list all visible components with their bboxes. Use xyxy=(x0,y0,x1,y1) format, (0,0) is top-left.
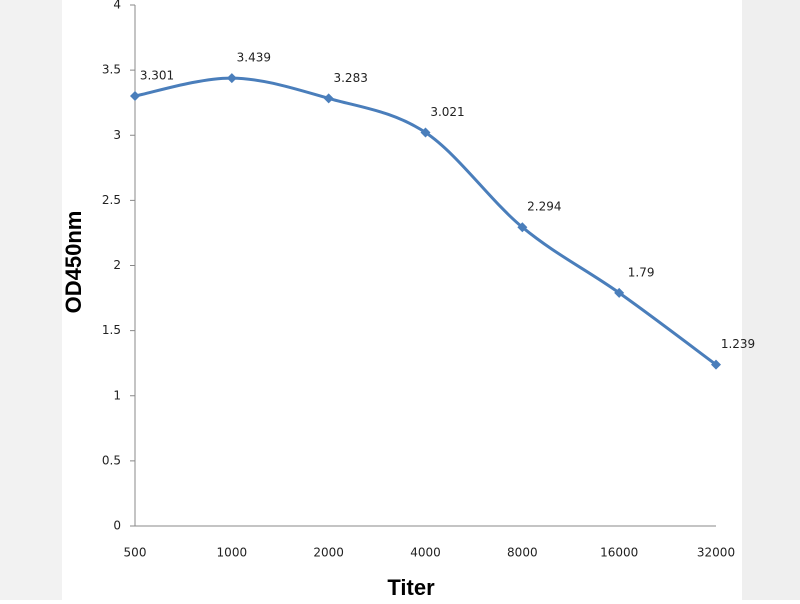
data-label: 3.439 xyxy=(237,51,271,65)
y-tick-label: 2 xyxy=(113,258,121,272)
x-axis-title: Titer xyxy=(387,575,435,600)
y-tick-label: 1.5 xyxy=(102,323,121,337)
marker xyxy=(130,91,140,102)
data-label: 1.79 xyxy=(628,265,655,279)
right-margin xyxy=(742,0,800,600)
left-margin xyxy=(0,0,62,600)
x-tick-label: 32000 xyxy=(697,546,735,560)
y-tick-label: 0.5 xyxy=(102,453,121,467)
x-tick-label: 16000 xyxy=(600,546,638,560)
x-tick-label: 500 xyxy=(124,546,147,560)
data-label: 2.294 xyxy=(527,200,561,214)
data-label: 3.301 xyxy=(140,69,174,83)
x-tick-label: 2000 xyxy=(313,546,344,560)
y-tick-label: 0 xyxy=(113,519,121,533)
marker xyxy=(517,222,528,233)
marker xyxy=(614,287,625,298)
series-line xyxy=(134,76,717,366)
x-tick-label: 4000 xyxy=(410,546,441,560)
data-label: 1.239 xyxy=(721,337,755,351)
marker xyxy=(323,93,334,104)
x-tick-label: 1000 xyxy=(217,546,248,560)
data-label: 3.283 xyxy=(333,71,367,85)
marker xyxy=(711,359,721,370)
y-tick-label: 3.5 xyxy=(102,63,121,77)
y-tick-label: 2.5 xyxy=(102,193,121,207)
marker xyxy=(420,127,431,138)
y-tick-label: 1 xyxy=(113,388,121,402)
marker xyxy=(226,73,237,84)
y-tick-label: 4 xyxy=(113,0,121,12)
data-label: 3.021 xyxy=(430,105,464,119)
y-axis-title: OD450nm xyxy=(61,211,86,314)
x-tick-label: 8000 xyxy=(507,546,538,560)
y-tick-label: 3 xyxy=(113,128,121,142)
